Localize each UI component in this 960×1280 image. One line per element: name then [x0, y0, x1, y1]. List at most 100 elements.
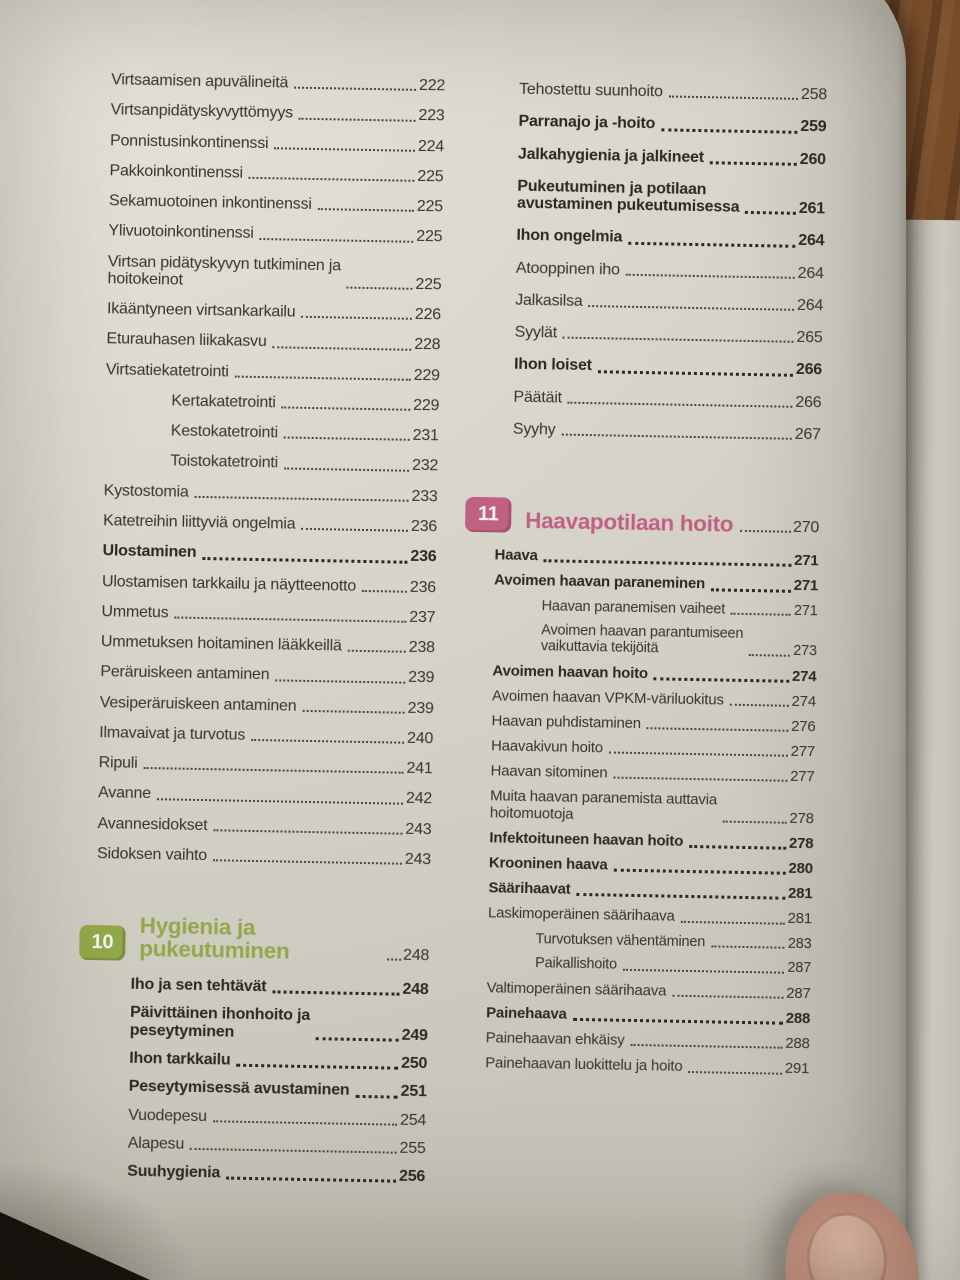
toc-entry: Sidoksen vaihto 243	[81, 845, 431, 869]
dotted-leader	[653, 677, 789, 683]
toc-entry-page: 249	[401, 1026, 428, 1044]
dotted-leader	[294, 86, 416, 92]
dotted-leader	[661, 127, 798, 134]
dotted-leader	[628, 241, 796, 248]
toc-entry-label: Avannesidokset	[97, 814, 208, 834]
toc-entry-page: 280	[788, 859, 814, 878]
chapter-number-badge: 11	[464, 497, 512, 533]
toc-entry-label: Ikääntyneen virtsankarkailu	[106, 300, 296, 321]
toc-entry-label: Valtimoperäinen säärihaava	[486, 979, 667, 1000]
toc-entry-page: 264	[796, 296, 824, 315]
toc-entry-label: Peräruiskeen antaminen	[100, 663, 270, 684]
dotted-leader	[251, 739, 405, 744]
chapter-title: Hygienia ja pukeutuminen	[139, 913, 290, 964]
toc-entry-page: 264	[797, 264, 824, 282]
toc-entry-label: Ulostaminen	[102, 542, 197, 562]
toc-entry-page: 236	[409, 578, 437, 596]
toc-entry: Ikääntyneen virtsankarkailu 226	[91, 300, 441, 324]
toc-entry-label: Jalkahygienia ja jalkineet	[517, 145, 705, 166]
dotted-leader	[688, 1070, 782, 1075]
toc-entry-label: Atooppinen iho	[515, 259, 620, 279]
toc-entry-page: 288	[785, 1035, 810, 1053]
toc-entry: Virtsatiekatetrointi 229	[90, 361, 440, 385]
dotted-leader	[608, 751, 788, 758]
dotted-leader	[567, 401, 793, 408]
toc-entry-page: 291	[784, 1060, 810, 1078]
toc-entry-label: Syyhy	[512, 420, 556, 439]
toc-entry-label: Kertakatetrointi	[171, 392, 276, 412]
toc-entry-label: Sekamuotoinen inkontinenssi	[108, 192, 312, 214]
toc-entry-page: 287	[785, 984, 811, 1003]
toc-entry-page: 258	[800, 85, 828, 104]
toc-entry-page: 273	[793, 642, 818, 660]
toc-entry: Infektoituneen haavan hoito 278	[459, 829, 814, 853]
toc-entry-label: Krooninen haava	[488, 854, 608, 874]
toc-entry-page: 287	[787, 960, 812, 977]
toc-entry-label: Päivittäinen ihonhoito ja peseytyminen	[129, 1004, 311, 1041]
toc-entry-label: Avanne	[97, 784, 152, 803]
toc-entry: Kestokatetrointi 231	[89, 421, 439, 445]
toc-entry-page: 236	[410, 548, 437, 566]
toc-entry-label: Avoimen haavan parantumiseen vaikuttavia…	[540, 622, 744, 657]
toc-entry: Ylivuotoinkontinenssi 225	[92, 222, 442, 246]
toc-entry-page: 260	[799, 150, 827, 168]
dotted-leader	[740, 530, 791, 533]
toc-entry-page: 277	[790, 742, 816, 761]
toc-entry: Katetreihin liittyviä ongelmia 236	[87, 512, 437, 536]
toc-entry: Krooninen haava 280	[459, 854, 814, 878]
toc-entry: Syyhy 267	[467, 420, 821, 444]
toc-entry-page: 222	[418, 76, 446, 95]
toc-entry-label: Ummetuksen hoitaminen lääkkeillä	[100, 633, 342, 655]
toc-entry: Valtimoperäinen säärihaava 287	[456, 979, 811, 1003]
toc-entry: Päivittäinen ihonhoito ja peseytyminen 2…	[78, 1003, 429, 1044]
toc-entry: Pakkoinkontinenssi 225	[93, 162, 443, 186]
toc-entry-page: 229	[413, 366, 441, 384]
toc-entry-page: 254	[399, 1111, 427, 1129]
toc-entry: Ummetuksen hoitaminen lääkkeillä 238	[85, 633, 435, 657]
dotted-leader	[730, 612, 791, 617]
toc-entry-page: 248	[402, 980, 429, 999]
toc-entry: Avoimen haavan parantumiseen vaikuttavia…	[463, 622, 818, 660]
dotted-leader	[361, 589, 407, 593]
toc-entry: Parranajo ja -hoito 259	[472, 112, 826, 136]
dotted-leader	[561, 433, 792, 440]
toc-entry: Laskimoperäinen säärihaava 281	[458, 905, 812, 928]
toc-entry-page: 288	[785, 1009, 811, 1028]
toc-entry: Päätäit 266	[467, 387, 821, 411]
toc-entry-label: Kestokatetrointi	[170, 422, 279, 442]
toc-right-column: Tehostettu suunhoito 258 Parranajo ja -h…	[455, 80, 827, 1087]
toc-entry-label: Ummetus	[101, 602, 169, 622]
toc-entry: Avanne 242	[82, 784, 432, 808]
toc-entry-label: Painehaava	[486, 1004, 567, 1023]
toc-entry-page: 278	[788, 834, 814, 853]
toc-entry: Ihon loiset 266	[468, 355, 822, 379]
dotted-leader	[729, 703, 789, 707]
dotted-leader	[301, 528, 408, 533]
toc-entry-page: 228	[414, 336, 441, 354]
toc-entry-label: Avoimen haavan hoito	[492, 661, 649, 682]
toc-entry: Virtsanpidätyskyvyttömyys 223	[94, 101, 444, 125]
toc-entry-label: Pukeutuminen ja potilaan avustaminen puk…	[516, 177, 740, 216]
toc-entry-label: Parranajo ja -hoito	[518, 112, 656, 133]
toc-entry-label: Syylät	[514, 323, 558, 342]
dotted-leader	[298, 117, 416, 122]
toc-entry: Ulostamisen tarkkailu ja näytteenotto 23…	[86, 572, 436, 596]
toc-entry-page: 281	[787, 910, 813, 928]
toc-entry: Avannesidokset 243	[81, 814, 431, 838]
thumb-fingernail	[802, 1209, 891, 1280]
chapter-11-entry-list: Haava 271 Avoimen haavan paraneminen 271	[455, 547, 819, 1078]
dotted-leader	[722, 820, 787, 824]
dotted-leader	[315, 1037, 399, 1042]
toc-entry: Ihon tarkkailu 250	[77, 1049, 427, 1073]
dotted-leader	[710, 945, 785, 949]
toc-entry-label: Ihon loiset	[513, 356, 593, 375]
dotted-leader	[283, 436, 410, 442]
toc-entry-page: 259	[800, 118, 827, 136]
toc-entry: Sekamuotoinen inkontinenssi 225	[93, 192, 443, 216]
toc-entry-page: 225	[415, 275, 442, 294]
toc-entry-label: Sidoksen vaihto	[96, 845, 208, 865]
dotted-leader	[588, 305, 795, 311]
dotted-leader	[283, 467, 410, 472]
